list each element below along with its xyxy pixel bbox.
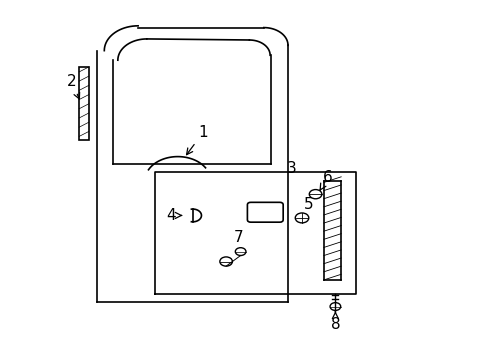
Circle shape [308,190,321,199]
Circle shape [235,248,245,256]
Text: 4: 4 [166,208,182,223]
Circle shape [329,303,340,310]
Text: 2: 2 [66,74,80,99]
FancyBboxPatch shape [247,202,283,222]
Text: 8: 8 [330,311,340,332]
FancyBboxPatch shape [79,67,89,140]
Circle shape [220,257,232,266]
Text: 5: 5 [304,197,313,212]
Text: 3: 3 [286,161,296,176]
Text: 6: 6 [319,170,332,190]
Circle shape [295,213,308,223]
Text: 7: 7 [233,230,243,245]
Text: 1: 1 [186,125,208,155]
